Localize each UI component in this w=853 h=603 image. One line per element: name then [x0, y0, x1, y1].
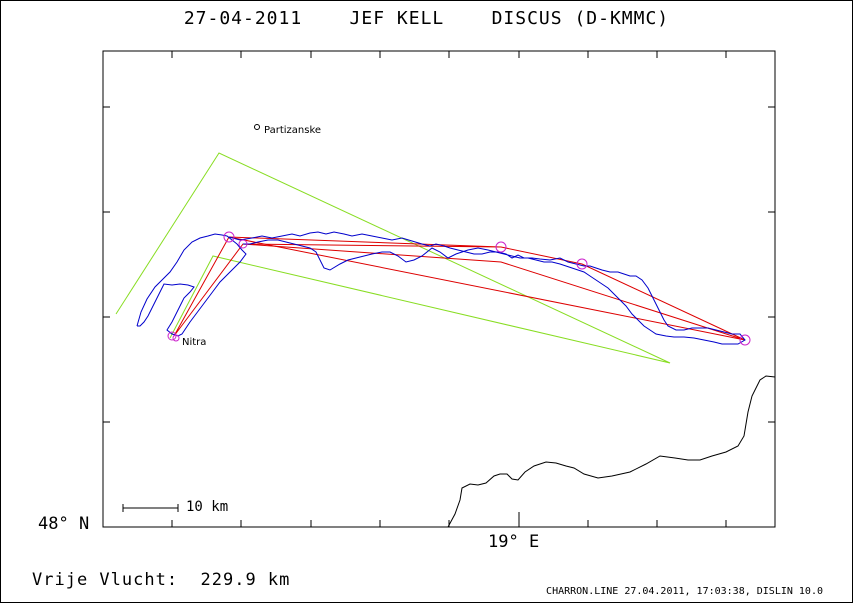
scale-bar-line [122, 504, 179, 512]
town-marker-partizanske [254, 124, 260, 130]
country-border [447, 375, 776, 528]
left-ticks [103, 106, 118, 528]
latitude-label: 48° N [38, 514, 90, 534]
longitude-label: 19° E [488, 532, 540, 552]
free-flight-distance: Vrije Vlucht: 229.9 km [32, 570, 291, 590]
credit-line: CHARRON.LINE 27.04.2011, 17:03:38, DISLI… [546, 586, 823, 597]
town-label-partizanske: Partizanske [264, 125, 322, 136]
scale-bar-label: 10 km [186, 499, 229, 515]
town-label-nitra: Nitra [182, 337, 207, 348]
flight-title: 27-04-2011 JEF KELL DISCUS (D-KMMC) [183, 8, 670, 29]
top-ticks [171, 51, 727, 58]
gps-track [136, 233, 247, 337]
fai-triangle [115, 152, 671, 364]
right-ticks [768, 106, 775, 423]
turnpoint-markers [167, 231, 751, 346]
map-plot-frame [102, 50, 776, 528]
